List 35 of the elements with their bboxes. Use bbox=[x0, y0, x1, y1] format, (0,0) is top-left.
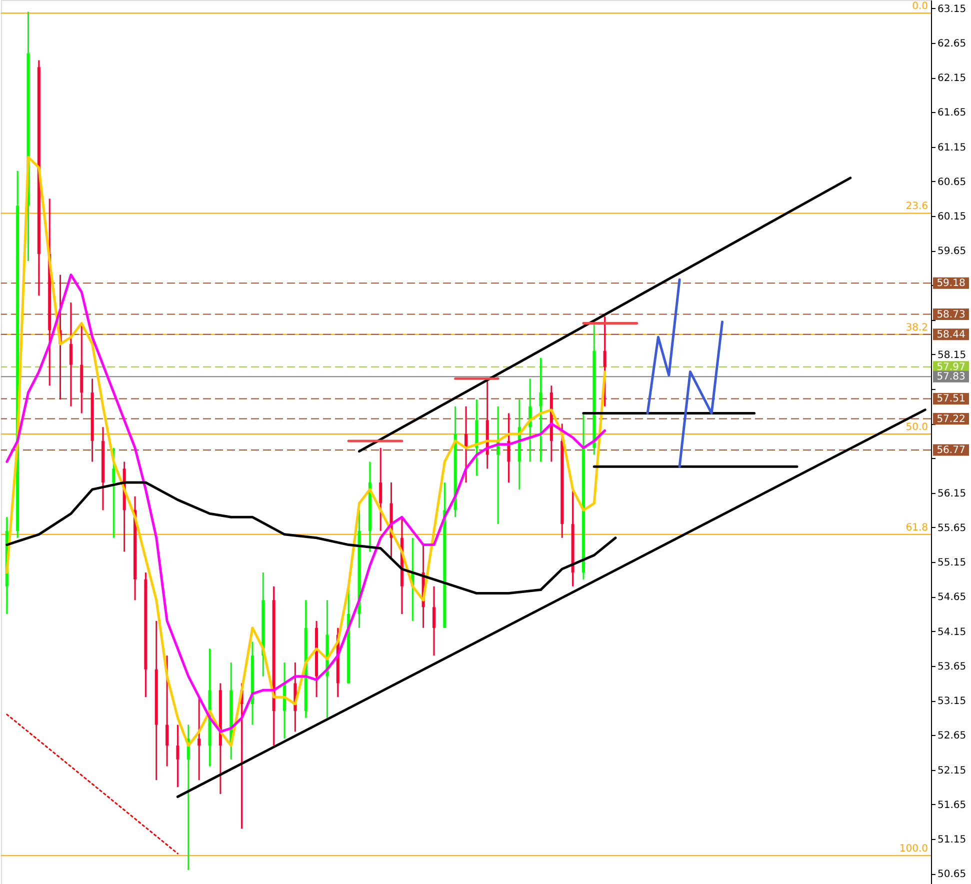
annotation: 0.0 bbox=[912, 1, 928, 12]
ref-line-label: 57.51 bbox=[936, 394, 966, 405]
y-tick-label: 51.15 bbox=[938, 834, 966, 846]
y-tick-label: 52.65 bbox=[938, 730, 966, 742]
y-tick-label: 62.65 bbox=[938, 38, 966, 50]
ref-line-label: 59.18 bbox=[936, 278, 966, 290]
y-tick-label: 53.15 bbox=[938, 696, 966, 708]
annotation: 38.2 bbox=[906, 322, 928, 334]
y-tick-label: 56.15 bbox=[938, 488, 966, 500]
y-tick-label: 62.15 bbox=[938, 73, 966, 84]
y-tick-label: 61.15 bbox=[938, 142, 966, 154]
y-tick-label: 52.15 bbox=[938, 765, 966, 776]
y-tick-label: 54.65 bbox=[938, 592, 966, 604]
y-tick-label: 58.15 bbox=[938, 350, 966, 361]
y-tick-label: 53.65 bbox=[938, 661, 966, 672]
ref-line-label: 58.73 bbox=[936, 309, 966, 320]
ref-line-label: 58.44 bbox=[936, 329, 966, 340]
y-tick-label: 50.65 bbox=[938, 869, 966, 880]
annotation: 61.8 bbox=[906, 522, 928, 534]
ref-line-label: 57.97 bbox=[936, 362, 966, 373]
ref-line-label: 56.77 bbox=[936, 444, 966, 456]
annotation: 100.0 bbox=[899, 844, 928, 855]
y-tick-label: 60.65 bbox=[938, 176, 966, 188]
y-tick-label: 55.15 bbox=[938, 558, 966, 569]
y-tick-label: 63.15 bbox=[938, 4, 966, 15]
annotation: 50.0 bbox=[906, 422, 928, 434]
annotation: 23.6 bbox=[906, 201, 928, 212]
y-tick-label: 60.15 bbox=[938, 211, 966, 222]
ref-line-label: 57.22 bbox=[936, 414, 966, 425]
y-tick-label: 51.65 bbox=[938, 800, 966, 811]
y-tick-label: 59.65 bbox=[938, 246, 966, 258]
ref-line-label: 57.83 bbox=[936, 372, 966, 383]
y-tick-label: 54.15 bbox=[938, 626, 966, 638]
y-tick-label: 61.65 bbox=[938, 108, 966, 119]
y-tick-label: 55.65 bbox=[938, 522, 966, 534]
